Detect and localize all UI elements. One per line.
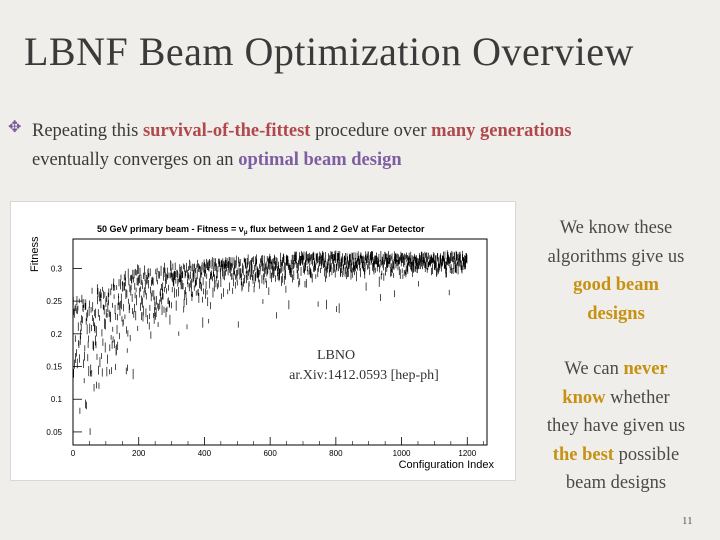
bullet-text-part: eventually converges on an [32, 150, 239, 170]
side-note-never-know: We can never know whether they have give… [518, 355, 714, 498]
chart-title: 50 GeV primary beam - Fitness = νμ flux … [97, 224, 425, 236]
side-note-good-designs: We know these algorithms give us good be… [518, 214, 714, 328]
highlight-survival: survival-of-the-fittest [142, 121, 311, 141]
x-tick-label: 1200 [458, 449, 476, 458]
x-tick-label: 200 [132, 449, 146, 458]
highlight-generations: many generations [431, 121, 572, 141]
side-line: beam designs [565, 473, 667, 493]
x-tick-label: 400 [198, 449, 212, 458]
bullet-text-part: Repeating this [32, 121, 143, 141]
highlight-the-best: the best [552, 444, 614, 465]
side-line: possible [613, 444, 680, 465]
side-line: We know these [559, 218, 673, 238]
page-number: 11 [682, 515, 693, 527]
side-line: whether [605, 387, 670, 408]
y-axis-label: Fitness [29, 236, 41, 272]
bullet-text-part: procedure over [310, 121, 432, 141]
highlight-know: know [562, 387, 606, 408]
y-tick-label: 0.1 [51, 395, 63, 404]
x-axis-label: Configuration Index [399, 459, 495, 471]
annotation-line-1: LBNO [317, 348, 355, 363]
y-tick-label: 0.2 [51, 330, 63, 339]
highlight-never: never [623, 359, 668, 379]
highlight-optimal-design: optimal beam design [238, 150, 402, 170]
fitness-plot: 50 GeV primary beam - Fitness = νμ flux … [10, 201, 516, 481]
bullet-marker-icon: ✥ [8, 117, 22, 136]
highlight-good-beam: good beam [573, 275, 659, 295]
plot-frame [72, 238, 488, 446]
y-tick-label: 0.15 [46, 363, 62, 372]
y-tick-label: 0.25 [46, 297, 62, 306]
highlight-designs: designs [587, 303, 645, 324]
x-tick-label: 0 [71, 449, 76, 458]
side-line: algorithms give us [547, 246, 685, 267]
x-tick-label: 1000 [393, 449, 411, 458]
side-line: We can [564, 359, 624, 379]
x-tick-label: 600 [263, 449, 277, 458]
y-tick-label: 0.3 [51, 264, 63, 273]
bullet-text: Repeating this survival-of-the-fittest p… [32, 117, 716, 175]
side-line: they have given us [546, 416, 686, 436]
fitness-plot-svg: 50 GeV primary beam - Fitness = νμ flux … [29, 224, 495, 471]
slide-title: LBNF Beam Optimization Overview [24, 29, 634, 74]
x-tick-label: 800 [329, 449, 343, 458]
y-tick-label: 0.05 [46, 428, 62, 437]
annotation-line-2: ar.Xiv:1412.0593 [hep-ph] [289, 368, 439, 383]
